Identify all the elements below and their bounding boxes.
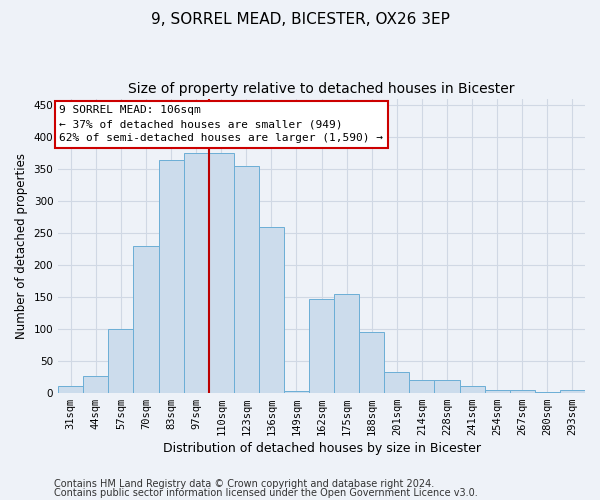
Bar [259,226,284,392]
Text: 9 SORREL MEAD: 106sqm
← 37% of detached houses are smaller (949)
62% of semi-det: 9 SORREL MEAD: 106sqm ← 37% of detached … [59,106,383,144]
Title: Size of property relative to detached houses in Bicester: Size of property relative to detached ho… [128,82,515,96]
Bar [58,386,83,392]
Bar [83,376,109,392]
Bar [309,299,334,392]
Bar [510,390,535,392]
Bar [158,160,184,392]
Bar [184,154,209,392]
Bar [359,332,385,392]
Bar [234,166,259,392]
Bar [284,391,309,392]
Bar [409,380,434,392]
Text: Contains public sector information licensed under the Open Government Licence v3: Contains public sector information licen… [54,488,478,498]
Y-axis label: Number of detached properties: Number of detached properties [15,153,28,339]
Bar [434,380,460,392]
Bar [385,372,409,392]
Bar [109,329,133,392]
Text: 9, SORREL MEAD, BICESTER, OX26 3EP: 9, SORREL MEAD, BICESTER, OX26 3EP [151,12,449,28]
Bar [485,390,510,392]
Bar [209,154,234,392]
Text: Contains HM Land Registry data © Crown copyright and database right 2024.: Contains HM Land Registry data © Crown c… [54,479,434,489]
X-axis label: Distribution of detached houses by size in Bicester: Distribution of detached houses by size … [163,442,481,455]
Bar [560,390,585,392]
Bar [334,294,359,392]
Bar [133,246,158,392]
Bar [460,386,485,392]
